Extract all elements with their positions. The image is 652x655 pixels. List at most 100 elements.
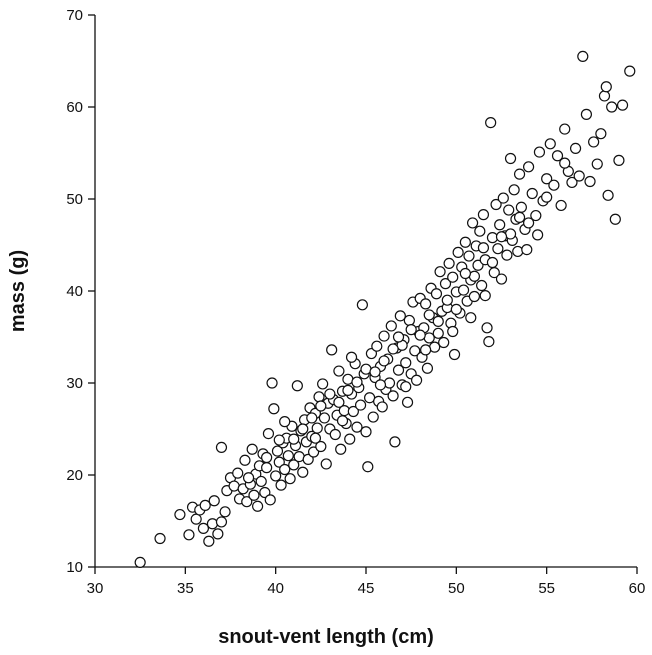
data-point [584, 175, 596, 188]
data-point [203, 535, 215, 547]
data-point [174, 508, 186, 521]
data-point [347, 405, 359, 418]
data-point [569, 142, 582, 154]
data-point [432, 315, 444, 327]
data-point [483, 336, 495, 348]
data-point [206, 518, 219, 530]
data-point [232, 467, 244, 479]
data-point [503, 204, 515, 216]
data-point [360, 426, 372, 438]
data-point [548, 179, 560, 191]
data-point [252, 500, 264, 512]
data-point [313, 391, 325, 403]
data-point [595, 128, 607, 140]
y-tick-label: 70 [66, 7, 83, 24]
data-point [541, 173, 553, 185]
data-point [512, 245, 524, 258]
data-point [326, 344, 338, 356]
data-point [513, 168, 526, 180]
data-point [342, 384, 354, 396]
data-point [459, 267, 471, 280]
data-point [566, 176, 578, 189]
y-tick-label: 10 [66, 559, 83, 576]
data-point [288, 433, 300, 445]
data-point [423, 309, 435, 321]
data-point [344, 433, 356, 445]
data-point [533, 146, 546, 158]
data-point [486, 232, 499, 244]
data-point [476, 279, 488, 292]
data-point [297, 466, 309, 478]
data-point [271, 445, 284, 457]
y-tick-label: 20 [66, 467, 83, 484]
data-point [466, 217, 479, 229]
data-point [215, 516, 228, 528]
x-tick-label: 55 [538, 580, 555, 597]
data-point [410, 374, 423, 386]
data-point [324, 388, 336, 400]
data-point [450, 303, 462, 315]
data-point [255, 475, 267, 488]
data-point [609, 213, 621, 225]
data-point [400, 357, 412, 369]
data-point [555, 199, 567, 212]
data-point [405, 324, 417, 336]
data-point [541, 191, 553, 203]
x-axis-label: snout-vent length (cm) [218, 626, 434, 648]
data-point [208, 495, 220, 507]
data-point [508, 184, 520, 196]
x-tick-label: 45 [358, 580, 375, 597]
data-point [154, 532, 166, 545]
data-point [273, 456, 285, 468]
data-point [459, 236, 471, 248]
data-point [335, 443, 347, 455]
data-point [432, 327, 444, 339]
data-point [374, 379, 387, 391]
y-tick-label: 30 [66, 375, 83, 392]
data-point [577, 50, 589, 63]
data-point [315, 400, 327, 412]
data-point [400, 381, 412, 393]
data-point [522, 217, 535, 229]
data-point [414, 329, 426, 341]
data-point [354, 399, 367, 411]
data-point [383, 377, 396, 389]
data-point [329, 428, 341, 441]
data-point [600, 81, 612, 93]
data-point [378, 330, 390, 342]
data-point [317, 378, 329, 390]
data-point [495, 273, 508, 285]
data-point [273, 434, 285, 446]
data-point [403, 314, 415, 327]
data-point [259, 486, 271, 499]
data-point [394, 310, 406, 322]
data-point [465, 312, 477, 324]
data-point [448, 348, 461, 361]
data-point [441, 294, 453, 306]
data-point [544, 138, 556, 150]
data-point [215, 441, 228, 453]
data-point [474, 225, 486, 237]
data-point [447, 325, 459, 338]
data-point [262, 428, 275, 440]
data-point [559, 157, 571, 169]
data-point [197, 522, 209, 534]
data-point [439, 278, 452, 290]
data-point [356, 299, 368, 311]
data-point [497, 192, 509, 204]
data-point [297, 423, 309, 435]
data-point [387, 390, 399, 402]
data-point [264, 494, 276, 506]
x-axis-ticks: 30 35 40 45 50 55 60 [87, 567, 645, 597]
data-point [268, 403, 280, 415]
data-point [457, 284, 470, 296]
data-point [485, 117, 497, 129]
data-point [387, 343, 399, 355]
data-point [588, 136, 600, 148]
data-point [479, 290, 491, 302]
data-point [420, 298, 432, 310]
data-point [385, 320, 397, 332]
data-point [241, 496, 253, 508]
data-point [279, 416, 291, 428]
